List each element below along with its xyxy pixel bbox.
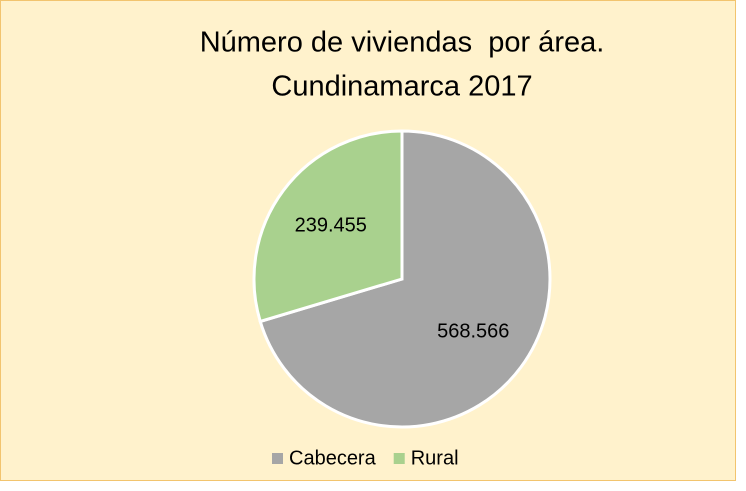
pie-slice: [258, 129, 552, 429]
legend-label: Rural: [411, 447, 459, 469]
pie-slice: [252, 129, 404, 324]
chart-title: Cundinamarca 2017: [271, 71, 532, 103]
data-label: 568.566: [437, 320, 509, 342]
legend-swatch: [272, 453, 283, 464]
legend-swatch: [393, 453, 405, 464]
data-label: 239.455: [295, 214, 367, 236]
legend-label: Cabecera: [289, 447, 377, 469]
chart-title: Número de viviendas por área.: [200, 27, 605, 59]
